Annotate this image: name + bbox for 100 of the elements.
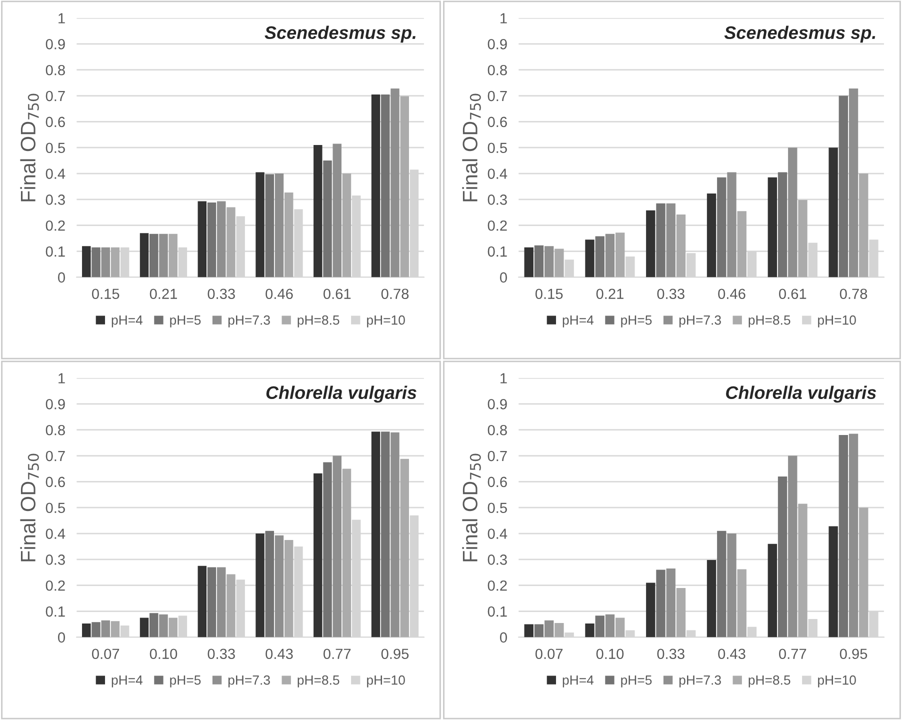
y-tick-label: 0.1 xyxy=(488,246,507,257)
bar xyxy=(140,618,149,638)
bar xyxy=(595,616,604,638)
y-tick-label: 0.7 xyxy=(46,450,65,462)
y-tick-label: 1 xyxy=(58,13,65,24)
x-tick-label: 0.46 xyxy=(718,288,746,300)
y-axis-title: Final OD$_{750}$ xyxy=(462,454,481,562)
y-tick-label: 0.8 xyxy=(488,64,507,76)
x-tick-label: 0.15 xyxy=(92,288,120,300)
legend-label: pH=8.5 xyxy=(748,675,790,688)
bar xyxy=(256,534,264,638)
bar xyxy=(265,174,274,278)
y-tick-label: 0.2 xyxy=(488,580,507,591)
y-axis-title: Final OD$_{750}$ xyxy=(462,94,481,202)
bar xyxy=(371,432,380,638)
bar xyxy=(371,94,380,278)
bar xyxy=(265,530,274,638)
y-tick-label: 0.2 xyxy=(46,580,65,591)
x-tick-label: 0.43 xyxy=(266,648,293,660)
bar xyxy=(656,203,666,278)
y-tick-label: 0.9 xyxy=(488,399,507,410)
bar xyxy=(284,540,294,638)
bar xyxy=(676,588,686,638)
y-tick-label: 0.2 xyxy=(46,220,65,231)
x-tick-label: 0.78 xyxy=(840,288,868,300)
bar xyxy=(717,530,726,638)
chart-title: Chlorella vulgaris xyxy=(726,386,876,403)
chart-title: Scenedesmus sp. xyxy=(724,26,876,43)
bar xyxy=(400,96,409,278)
y-tick-label: 0 xyxy=(500,632,507,643)
x-tick-label: 0.78 xyxy=(381,288,409,300)
bar xyxy=(217,567,226,638)
bar xyxy=(274,535,284,638)
bar xyxy=(524,247,534,278)
legend-label: pH=8.5 xyxy=(298,315,340,328)
x-tick-label: 0.46 xyxy=(266,288,293,300)
bar xyxy=(332,456,342,638)
bar xyxy=(727,534,736,638)
x-tick-label: 0.21 xyxy=(150,288,177,300)
bar xyxy=(727,172,736,278)
legend-label: pH=7.3 xyxy=(228,675,270,688)
bar xyxy=(314,145,322,278)
bar xyxy=(848,88,858,278)
x-tick-label: 0.15 xyxy=(535,288,563,300)
legend-label: pH=5 xyxy=(621,676,652,688)
bar xyxy=(544,246,554,278)
x-tick-label: 0.07 xyxy=(92,648,120,660)
legend-label: pH=4 xyxy=(562,316,594,328)
bar xyxy=(615,232,625,278)
bar xyxy=(168,234,178,278)
x-tick-label: 0.95 xyxy=(840,648,868,660)
y-tick-label: 0.1 xyxy=(488,606,507,617)
bar xyxy=(798,200,808,278)
legend-label: pH=4 xyxy=(112,316,143,328)
bar xyxy=(159,614,168,638)
bar xyxy=(798,504,808,638)
x-tick-label: 0.07 xyxy=(535,648,563,660)
bar xyxy=(615,618,625,638)
y-tick-label: 0.5 xyxy=(488,142,507,154)
legend-label: pH=5 xyxy=(621,316,652,328)
y-tick-label: 0.5 xyxy=(488,502,507,514)
bar xyxy=(554,622,564,638)
x-tick-label: 0.33 xyxy=(208,288,235,300)
legend-label: pH=10 xyxy=(818,315,856,328)
y-tick-label: 0.4 xyxy=(46,528,66,539)
bar xyxy=(768,544,778,638)
bar xyxy=(848,434,858,638)
bar xyxy=(198,201,207,278)
bar xyxy=(828,148,838,278)
bar xyxy=(390,88,400,278)
y-tick-label: 0 xyxy=(58,272,65,283)
bar xyxy=(400,458,409,638)
bar xyxy=(92,247,100,278)
bar xyxy=(226,574,236,638)
y-tick-label: 1 xyxy=(500,13,507,24)
bar xyxy=(737,569,746,638)
bar xyxy=(778,476,788,638)
y-tick-label: 1 xyxy=(500,373,507,384)
x-tick-label: 0.33 xyxy=(657,648,684,660)
x-tick-label: 0.43 xyxy=(718,648,746,660)
legend-label: pH=4 xyxy=(112,676,143,688)
bar xyxy=(150,234,158,278)
bar xyxy=(605,234,615,278)
bar xyxy=(207,567,216,638)
bar xyxy=(323,462,332,638)
bar xyxy=(554,248,564,278)
bar xyxy=(92,622,100,638)
legend-label: pH=7.3 xyxy=(228,315,270,328)
bar xyxy=(838,96,848,278)
bar xyxy=(140,233,149,278)
bar xyxy=(256,172,264,278)
y-tick-label: 0.7 xyxy=(46,90,65,102)
bar xyxy=(217,201,226,278)
bar xyxy=(859,174,868,278)
legend-label: pH=7.3 xyxy=(679,315,721,328)
bar xyxy=(82,246,91,278)
y-tick-label: 0.1 xyxy=(46,606,65,617)
bar xyxy=(706,560,716,638)
bar xyxy=(381,432,390,638)
y-tick-label: 1 xyxy=(58,373,65,384)
